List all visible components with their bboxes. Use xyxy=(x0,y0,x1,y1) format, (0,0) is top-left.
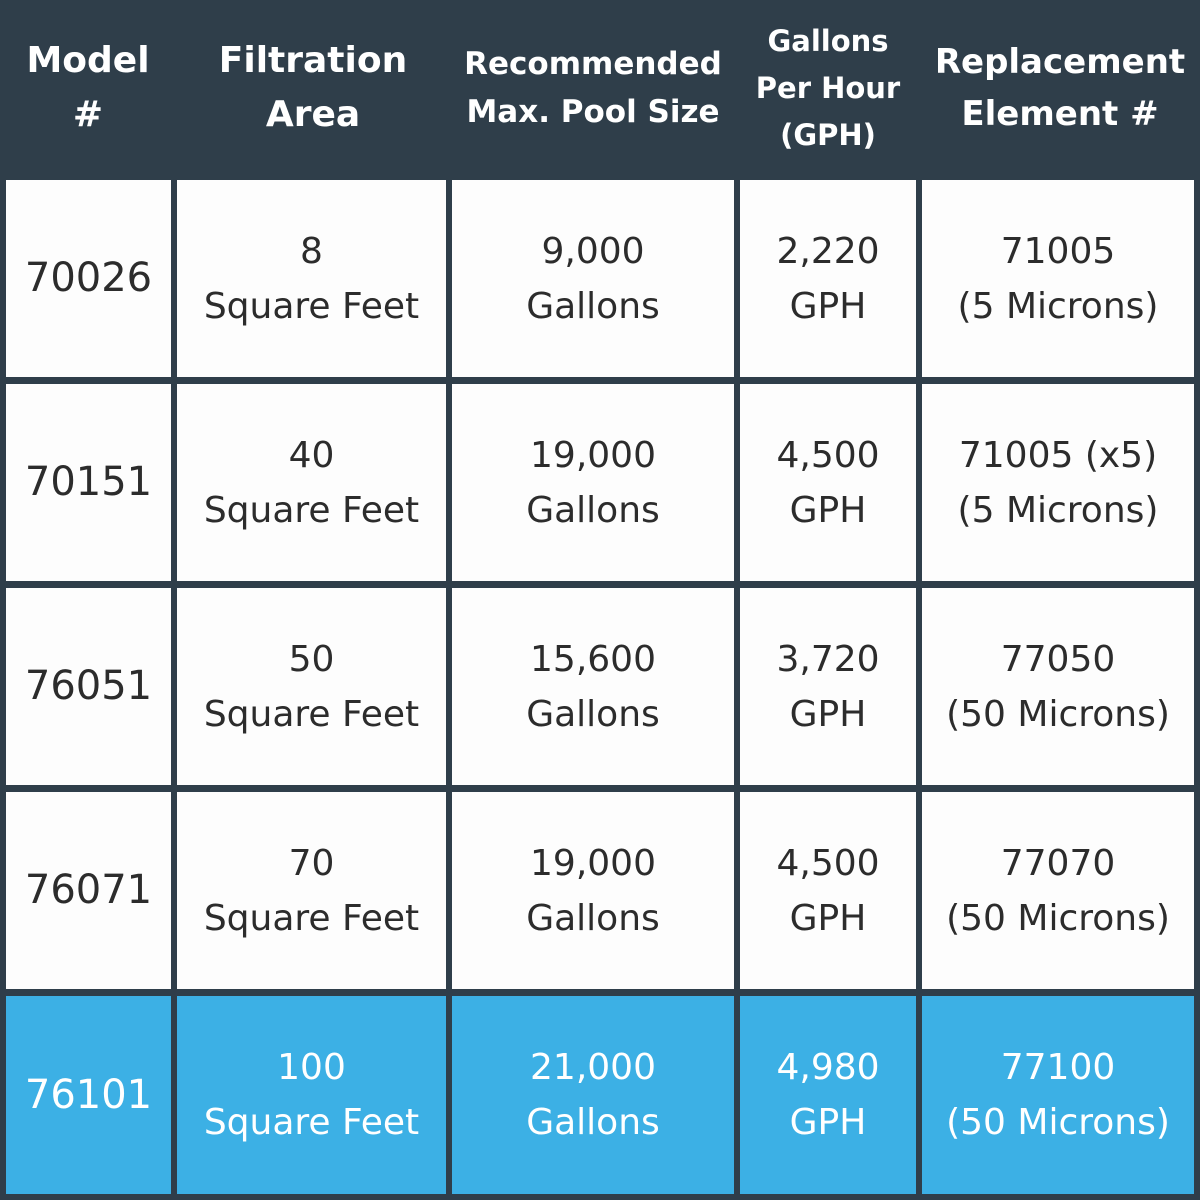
cell-gph: 4,500 GPH xyxy=(740,384,916,581)
gph-unit: GPH xyxy=(789,897,867,939)
header-replacement-element: Replacement Element # xyxy=(920,0,1200,176)
cell-replacement-element: 71005 (x5) (5 Microns) xyxy=(922,384,1194,581)
area-value: 50 xyxy=(288,638,335,680)
cell-gph-highlighted: 4,980 GPH xyxy=(740,996,916,1194)
pool-value: 15,600 xyxy=(530,638,656,680)
header-max-pool-size: Recommended Max. Pool Size xyxy=(450,0,736,176)
model-number: 76071 xyxy=(24,867,153,913)
header-model-line2: # xyxy=(72,94,104,135)
cell-filtration-area: 8 Square Feet xyxy=(177,180,446,377)
area-value: 70 xyxy=(288,842,335,884)
cell-model: 76051 xyxy=(6,588,171,785)
header-replacement-line2: Element # xyxy=(961,94,1159,134)
model-number: 76051 xyxy=(24,663,153,709)
cell-replacement-element-highlighted: 77100 (50 Microns) xyxy=(922,996,1194,1194)
area-unit: Square Feet xyxy=(203,489,420,531)
gph-value: 4,980 xyxy=(776,1047,880,1088)
element-note: (50 Microns) xyxy=(946,897,1170,939)
element-note: (50 Microns) xyxy=(946,1102,1170,1143)
area-value: 40 xyxy=(288,434,335,476)
model-number: 70151 xyxy=(24,459,153,505)
cell-filtration-area: 70 Square Feet xyxy=(177,792,446,989)
header-gph-line3: (GPH) xyxy=(780,117,876,152)
cell-replacement-element: 71005 (5 Microns) xyxy=(922,180,1194,377)
cell-model: 70026 xyxy=(6,180,171,377)
area-value: 100 xyxy=(277,1047,346,1088)
header-filtration-line2: Area xyxy=(265,94,361,135)
cell-filtration-area: 40 Square Feet xyxy=(177,384,446,581)
gph-value: 3,720 xyxy=(776,638,880,680)
element-note: (5 Microns) xyxy=(957,285,1159,327)
element-value: 77050 xyxy=(1000,638,1116,680)
pool-unit: Gallons xyxy=(526,285,660,327)
cell-gph: 4,500 GPH xyxy=(740,792,916,989)
cell-model: 70151 xyxy=(6,384,171,581)
gph-unit: GPH xyxy=(789,285,867,327)
pool-value: 19,000 xyxy=(530,842,656,884)
pool-value: 19,000 xyxy=(530,434,656,476)
cell-filtration-area-highlighted: 100 Square Feet xyxy=(177,996,446,1194)
pool-value: 21,000 xyxy=(530,1047,656,1088)
model-number: 76101 xyxy=(24,1071,153,1118)
header-model-line1: Model xyxy=(26,40,150,81)
gph-value: 4,500 xyxy=(776,434,880,476)
element-value: 77070 xyxy=(1000,842,1116,884)
pool-unit: Gallons xyxy=(526,489,660,531)
area-unit: Square Feet xyxy=(203,897,420,939)
model-number: 70026 xyxy=(24,255,153,301)
header-pool-line1: Recommended xyxy=(464,46,722,82)
gph-unit: GPH xyxy=(789,693,867,735)
cell-model: 76071 xyxy=(6,792,171,989)
cell-replacement-element: 77050 (50 Microns) xyxy=(922,588,1194,785)
cell-model-highlighted: 76101 xyxy=(6,996,171,1194)
cell-pool-size: 15,600 Gallons xyxy=(452,588,734,785)
header-filtration-area: Filtration Area xyxy=(176,0,450,176)
pool-unit: Gallons xyxy=(526,693,660,735)
cell-pool-size: 19,000 Gallons xyxy=(452,384,734,581)
element-note: (5 Microns) xyxy=(957,489,1159,531)
cell-pool-size: 19,000 Gallons xyxy=(452,792,734,989)
header-gph-line1: Gallons xyxy=(767,23,889,58)
element-value: 71005 (x5) xyxy=(958,434,1158,476)
element-note: (50 Microns) xyxy=(946,693,1170,735)
header-model: Model # xyxy=(0,0,176,176)
element-value: 77100 xyxy=(1000,1047,1116,1088)
element-value: 71005 xyxy=(1000,230,1116,272)
cell-gph: 3,720 GPH xyxy=(740,588,916,785)
header-replacement-line1: Replacement xyxy=(934,42,1186,82)
gph-value: 2,220 xyxy=(776,230,880,272)
cell-replacement-element: 77070 (50 Microns) xyxy=(922,792,1194,989)
header-pool-line2: Max. Pool Size xyxy=(466,94,720,130)
pool-value: 9,000 xyxy=(541,230,645,272)
area-unit: Square Feet xyxy=(203,285,420,327)
cell-filtration-area: 50 Square Feet xyxy=(177,588,446,785)
gph-unit: GPH xyxy=(789,1102,867,1143)
gph-unit: GPH xyxy=(789,489,867,531)
header-filtration-line1: Filtration xyxy=(218,40,408,81)
area-unit: Square Feet xyxy=(203,693,420,735)
area-unit: Square Feet xyxy=(203,1102,420,1143)
cell-pool-size-highlighted: 21,000 Gallons xyxy=(452,996,734,1194)
cell-gph: 2,220 GPH xyxy=(740,180,916,377)
table-header-row: Model # Filtration Area Recommended Max.… xyxy=(0,0,1200,176)
gph-value: 4,500 xyxy=(776,842,880,884)
header-gph-line2: Per Hour xyxy=(755,70,901,105)
pool-unit: Gallons xyxy=(526,897,660,939)
area-value: 8 xyxy=(300,230,323,272)
header-gph: Gallons Per Hour (GPH) xyxy=(736,0,920,176)
cell-pool-size: 9,000 Gallons xyxy=(452,180,734,377)
pool-unit: Gallons xyxy=(526,1102,660,1143)
